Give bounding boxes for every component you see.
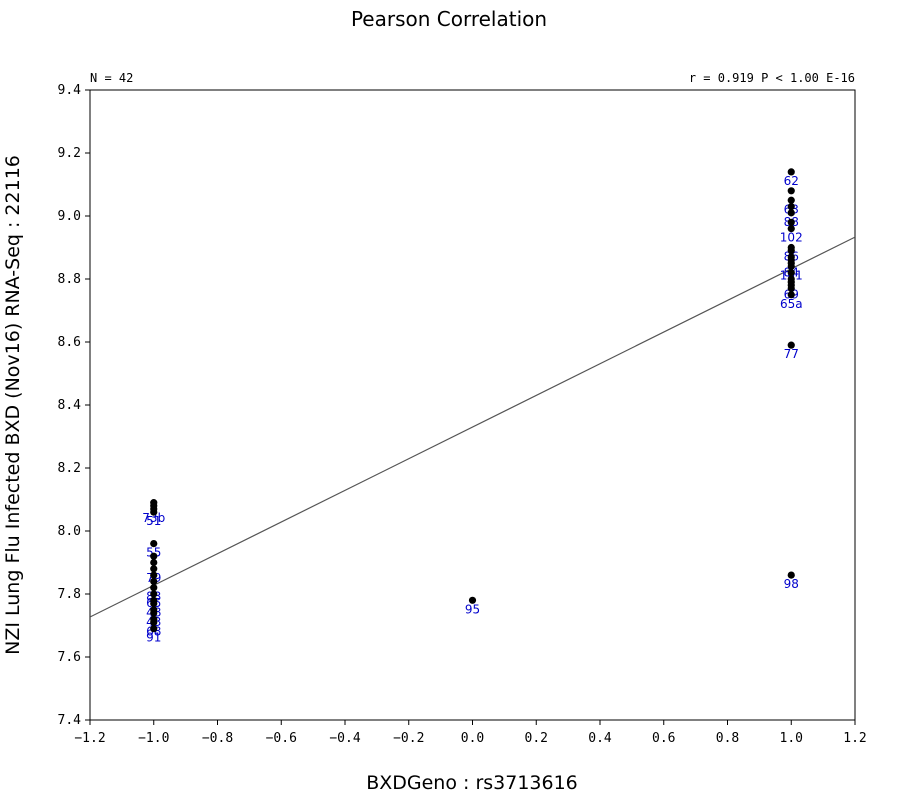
sample-count: N = 42: [90, 71, 133, 85]
data-point: [787, 168, 795, 176]
y-tick-label: 8.4: [58, 398, 82, 413]
point-label: 98: [784, 577, 799, 591]
y-tick-label: 8.0: [58, 524, 81, 539]
data-point: [150, 565, 158, 573]
data-point: [150, 540, 158, 548]
data-point: [787, 225, 795, 233]
point-label: 77: [784, 347, 799, 361]
x-tick-label: 1.2: [843, 731, 866, 746]
x-tick-label: 0.8: [716, 731, 739, 746]
data-point: [150, 571, 158, 579]
y-tick-label: 8.2: [58, 461, 81, 476]
data-point: [787, 202, 795, 211]
y-tick-label: 8.6: [58, 335, 81, 350]
point-label: 91: [146, 631, 161, 645]
x-tick-label: 0.6: [652, 731, 675, 746]
data-point: [787, 196, 795, 204]
data-point: [150, 609, 158, 617]
x-axis: −1.2 −1.0 −0.8 −0.6 −0.4 −0.2 0.0 0.2 0.4 0.6 0.8 1…: [74, 720, 867, 746]
point-label: 73b: [142, 511, 165, 525]
data-point: [787, 269, 795, 277]
point-label: 55: [146, 546, 161, 560]
x-tick-label: −1.0: [138, 731, 169, 746]
y-tick-label: 7.6: [58, 650, 81, 665]
data-point: [787, 247, 795, 255]
data-point: [787, 218, 795, 226]
x-tick-label: 0.4: [588, 731, 612, 746]
data-point: [787, 284, 795, 293]
data-point: [468, 596, 477, 604]
data-point: [787, 291, 795, 299]
point-label: 102: [780, 231, 803, 245]
x-tick-label: −0.4: [329, 731, 360, 746]
data-point: [787, 187, 795, 195]
data-point: [150, 599, 158, 608]
y-tick-label: 7.8: [58, 587, 81, 602]
y-tick-label: 9.4: [58, 83, 82, 98]
data-point: [787, 262, 795, 270]
x-tick-label: 0.2: [525, 731, 548, 746]
data-point: [150, 590, 158, 598]
x-tick-label: 1.0: [780, 731, 803, 746]
data-point: [150, 584, 158, 592]
x-tick-label: −1.2: [74, 731, 105, 746]
x-axis-title: BXDGeno : rs3713616: [366, 772, 578, 794]
point-label: 95: [465, 602, 480, 616]
y-tick-label: 7.4: [58, 713, 82, 728]
x-tick-label: −0.8: [202, 731, 233, 746]
point-label: 62: [784, 174, 799, 188]
point-label: 65a: [780, 297, 803, 311]
y-tick-label: 8.8: [58, 272, 81, 287]
correlation-stats: r = 0.919 P < 1.00 E-16: [689, 71, 855, 85]
data-point: [150, 552, 158, 560]
plot-frame: [89, 89, 856, 721]
data-point: [150, 625, 158, 633]
y-axis-title: NZI Lung Flu Infected BXD (Nov16) RNA-Se…: [2, 155, 24, 655]
y-tick-label: 9.2: [58, 146, 81, 161]
data-points: 73b5155798365484368919562638810286841016…: [142, 168, 803, 645]
point-label: 51: [146, 514, 161, 528]
data-point: [150, 577, 158, 586]
y-tick-label: 9.0: [58, 209, 81, 224]
data-point: [150, 508, 158, 516]
data-point: [150, 618, 158, 626]
x-tick-label: −0.6: [266, 731, 297, 746]
data-point: [787, 341, 795, 349]
regression-line: [90, 236, 855, 618]
chart-title: Pearson Correlation: [351, 7, 547, 31]
data-point: [787, 209, 795, 217]
data-point: [787, 571, 795, 579]
data-point: [150, 558, 158, 567]
x-tick-label: 0.0: [461, 731, 484, 746]
x-tick-label: −0.2: [393, 731, 424, 746]
y-axis: 7.4 7.6 7.8 8.0 8.2 8.4 8.6 8.8 9.0 9.2 9.4: [58, 83, 90, 728]
